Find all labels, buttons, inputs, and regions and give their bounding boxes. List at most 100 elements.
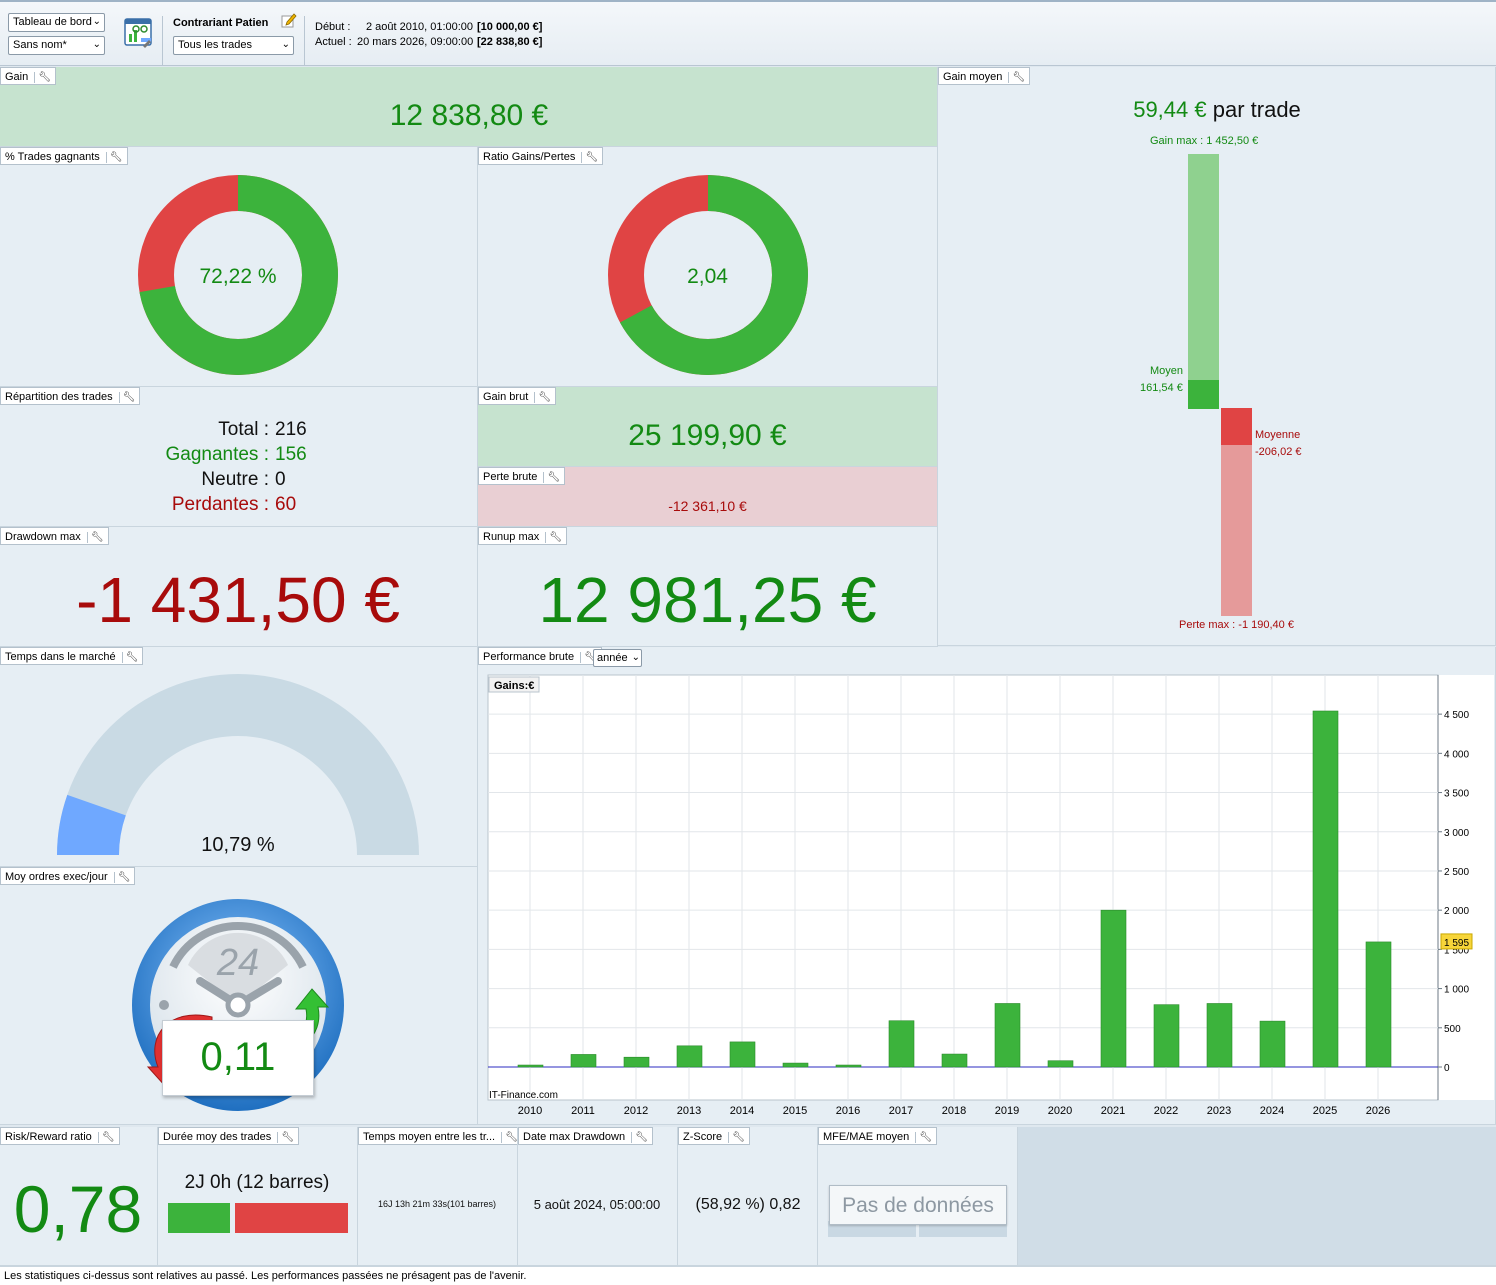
bar-2011 bbox=[570, 1054, 597, 1068]
orders-value-box bbox=[162, 1020, 314, 1096]
wrench-icon[interactable]: 🔧︎ bbox=[34, 71, 51, 83]
avg-gain-label: Moyen bbox=[1150, 365, 1184, 377]
edit-pencil-icon[interactable] bbox=[281, 12, 297, 28]
wrench-icon[interactable]: 🔧︎ bbox=[113, 871, 130, 883]
name-select[interactable]: Sans nom* ⌄ bbox=[8, 36, 105, 55]
mfe-mae-tag[interactable]: MFE/MAE moyen 🔧︎ bbox=[818, 1127, 937, 1145]
wrench-icon[interactable]: 🔧︎ bbox=[728, 1131, 745, 1143]
temps-moyen-tag[interactable]: Temps moyen entre les tr... 🔧︎ bbox=[358, 1127, 517, 1145]
duree-win-bar bbox=[168, 1203, 230, 1233]
y-tick-label: 2 500 bbox=[1444, 867, 1469, 878]
x-tick-label-2018: 2018 bbox=[942, 1105, 966, 1117]
wrench-icon[interactable]: 🔧︎ bbox=[97, 1131, 115, 1143]
current-capital: [22 838,80 €] bbox=[477, 36, 543, 48]
x-tick-label-2026: 2026 bbox=[1366, 1105, 1390, 1117]
y-tick-label: 2 000 bbox=[1444, 906, 1469, 917]
wrench-icon[interactable]: 🔧︎ bbox=[534, 391, 551, 403]
ratio-tag[interactable]: Ratio Gains/Pertes 🔧︎ bbox=[478, 147, 604, 165]
avg-gain-heading: 59,44 € par trade bbox=[938, 97, 1495, 123]
bar-2020 bbox=[1047, 1060, 1074, 1068]
pct-winning-donut bbox=[138, 175, 338, 375]
wrench-icon[interactable]: 🔧︎ bbox=[580, 651, 597, 663]
series-label: Gains:€ bbox=[494, 680, 534, 692]
gain-brut-title: Gain brut bbox=[483, 391, 529, 403]
market-time-gauge bbox=[57, 674, 419, 855]
x-tick-label-2025: 2025 bbox=[1313, 1105, 1337, 1117]
avg-gain-value: 59,44 € bbox=[1133, 97, 1207, 122]
gain-panel: Gain 🔧︎ 12 838,80 € bbox=[0, 67, 938, 147]
risk-reward-tag[interactable]: Risk/Reward ratio 🔧︎ bbox=[0, 1127, 120, 1145]
last-value-badge-label: 1 595 bbox=[1444, 938, 1469, 949]
wrench-icon[interactable]: 🔧︎ bbox=[118, 391, 135, 403]
gain-moyen-panel: Gain moyen 🔧︎ 59,44 € par trade Gain max … bbox=[938, 67, 1496, 646]
clock-number: 24 bbox=[216, 942, 259, 984]
gain-brut-tag[interactable]: Gain brut 🔧︎ bbox=[478, 387, 556, 405]
chevron-down-icon: ⌄ bbox=[92, 16, 101, 27]
bar-2014 bbox=[729, 1041, 756, 1068]
y-tick-label: 1 000 bbox=[1444, 985, 1469, 996]
wrench-icon[interactable]: 🔧︎ bbox=[277, 1131, 294, 1143]
bar-2025 bbox=[1312, 710, 1339, 1068]
empty-panel bbox=[1018, 1127, 1496, 1266]
neutral-row: Neutre : 0 bbox=[0, 467, 477, 492]
wrench-icon[interactable]: 🔧︎ bbox=[121, 651, 138, 663]
x-tick-label-2022: 2022 bbox=[1154, 1105, 1178, 1117]
avg-loss-label: Moyenne bbox=[1255, 429, 1301, 441]
gain-brut-panel: Gain brut 🔧︎ 25 199,90 € bbox=[478, 387, 938, 467]
duree-moy-tag[interactable]: Durée moy des trades 🔧︎ bbox=[158, 1127, 299, 1145]
gain-moyen-title: Gain moyen bbox=[943, 71, 1003, 83]
start-date: 2 août 2010, 01:00:00 bbox=[366, 21, 474, 33]
strategy-name: Contrariant Patien bbox=[173, 17, 269, 29]
x-tick-label-2011: 2011 bbox=[571, 1105, 595, 1117]
zscore-tag[interactable]: Z-Score 🔧︎ bbox=[678, 1127, 750, 1145]
wrench-icon[interactable]: 🔧︎ bbox=[86, 531, 104, 543]
runup-title: Runup max bbox=[483, 531, 540, 543]
mae-placeholder-bar bbox=[919, 1221, 1007, 1237]
date-max-dd-tag[interactable]: Date max Drawdown 🔧︎ bbox=[518, 1127, 653, 1145]
y-tick-label: 3 000 bbox=[1444, 828, 1469, 839]
performance-tag[interactable]: Performance brute 🔧︎ bbox=[478, 647, 602, 665]
y-tick-label: 0 bbox=[1444, 1063, 1450, 1074]
neutral-value: 0 bbox=[275, 469, 286, 490]
trades-filter-select[interactable]: Tous les trades ⌄ bbox=[173, 36, 294, 55]
pct-winning-tag[interactable]: % Trades gagnants 🔧︎ bbox=[0, 147, 128, 165]
gain-moyen-tag[interactable]: Gain moyen 🔧︎ bbox=[938, 67, 1031, 85]
avg-gain-amount: 161,54 € bbox=[1140, 382, 1183, 394]
wrench-icon[interactable]: 🔧︎ bbox=[1008, 71, 1025, 83]
wrench-icon[interactable]: 🔧︎ bbox=[581, 151, 598, 163]
wrench-icon[interactable]: 🔧︎ bbox=[543, 471, 560, 483]
temps-marche-panel: Temps dans le marché 🔧︎ 10,79 % bbox=[0, 647, 478, 867]
wrench-icon[interactable]: 🔧︎ bbox=[501, 1131, 517, 1143]
drawdown-tag[interactable]: Drawdown max 🔧︎ bbox=[0, 527, 109, 545]
gain-max-label: Gain max : 1 452,50 € bbox=[1150, 135, 1259, 147]
gain-brut-value: 25 199,90 € bbox=[628, 419, 787, 452]
wrench-icon[interactable]: 🔧︎ bbox=[915, 1131, 932, 1143]
x-tick-label-2015: 2015 bbox=[783, 1105, 807, 1117]
name-select-value: Sans nom* bbox=[13, 39, 67, 51]
wrench-icon[interactable]: 🔧︎ bbox=[545, 531, 562, 543]
temps-marche-tag[interactable]: Temps dans le marché 🔧︎ bbox=[0, 647, 144, 665]
duree-moy-title: Durée moy des trades bbox=[163, 1131, 272, 1143]
neutral-label: Neutre : bbox=[201, 469, 269, 490]
orders-value: 0,11 bbox=[200, 1035, 276, 1079]
wrench-icon[interactable]: 🔧︎ bbox=[631, 1131, 648, 1143]
gain-tag[interactable]: Gain 🔧︎ bbox=[0, 67, 56, 85]
performance-panel: Performance brute 🔧︎ année ⌄ 0 500 1 000 1 50… bbox=[478, 647, 1496, 1125]
report-settings-icon[interactable] bbox=[123, 16, 155, 50]
pct-winning-title: % Trades gagnants bbox=[5, 151, 100, 163]
moy-ordres-tag[interactable]: Moy ordres exec/jour 🔧︎ bbox=[0, 867, 136, 885]
view-select[interactable]: Tableau de bord ⌄ bbox=[8, 13, 105, 32]
period-select[interactable]: année ⌄ bbox=[593, 649, 642, 667]
x-tick-label-2020: 2020 bbox=[1048, 1105, 1072, 1117]
repartition-tag[interactable]: Répartition des trades 🔧︎ bbox=[0, 387, 141, 405]
risk-reward-panel: Risk/Reward ratio 🔧︎ 0,78 bbox=[0, 1127, 158, 1266]
y-axis-area bbox=[1438, 675, 1494, 1100]
x-tick-label-2012: 2012 bbox=[624, 1105, 648, 1117]
runup-tag[interactable]: Runup max 🔧︎ bbox=[478, 527, 567, 545]
perte-brute-tag[interactable]: Perte brute 🔧︎ bbox=[478, 467, 566, 485]
loss-avg-bar bbox=[1221, 408, 1252, 445]
x-tick-label-2023: 2023 bbox=[1207, 1105, 1231, 1117]
wrench-icon[interactable]: 🔧︎ bbox=[105, 151, 123, 163]
view-select-value: Tableau de bord bbox=[13, 16, 92, 28]
y-tick-label: 4 000 bbox=[1444, 749, 1469, 760]
